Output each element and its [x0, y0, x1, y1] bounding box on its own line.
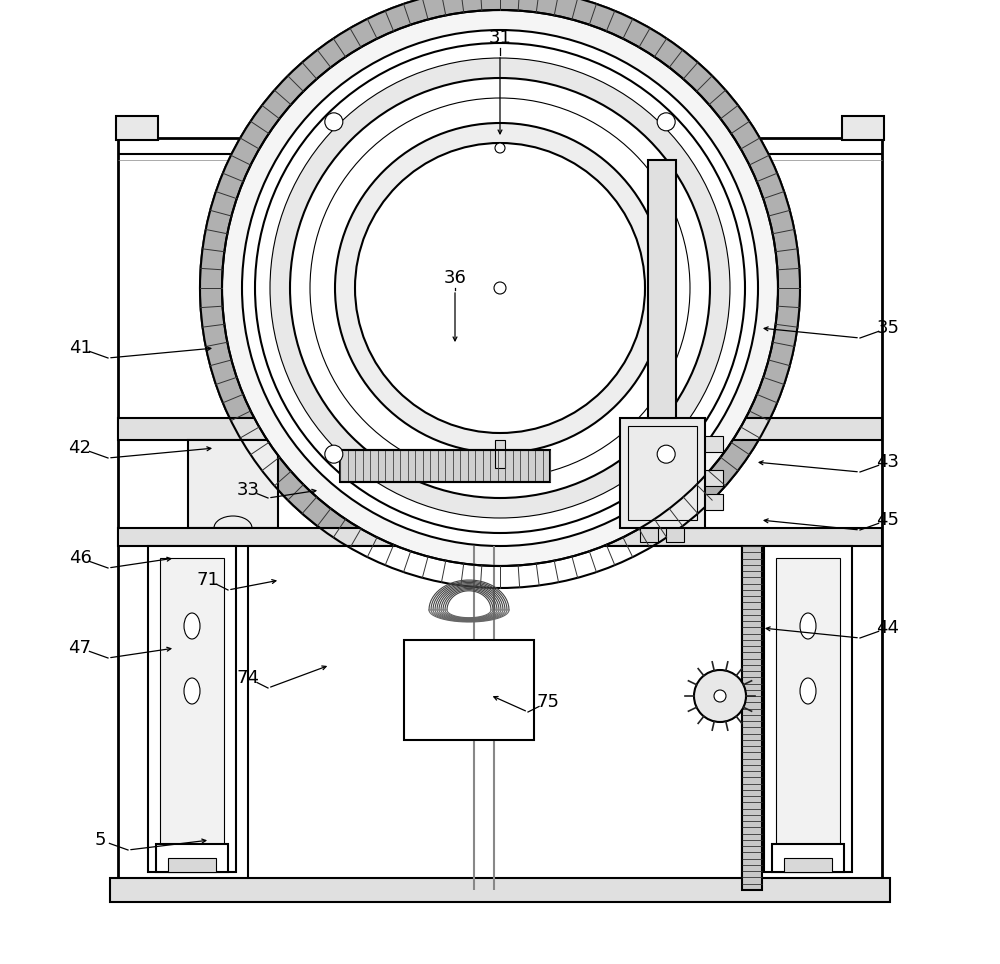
Ellipse shape [184, 678, 200, 704]
Text: 33: 33 [237, 481, 260, 499]
Circle shape [255, 43, 745, 533]
Bar [742, 546, 762, 890]
Bar [156, 844, 228, 872]
Bar [110, 878, 890, 902]
Bar [842, 116, 884, 140]
Text: 31: 31 [489, 29, 511, 47]
Circle shape [694, 670, 746, 722]
Bar [784, 858, 832, 872]
Bar [118, 418, 882, 440]
Bar [160, 558, 224, 856]
Circle shape [310, 98, 690, 478]
Circle shape [270, 58, 730, 518]
Circle shape [657, 113, 675, 131]
Bar [640, 528, 658, 542]
Bar [118, 528, 882, 546]
Text: 47: 47 [68, 639, 92, 657]
Circle shape [242, 30, 758, 546]
Bar [188, 440, 278, 528]
Circle shape [355, 143, 645, 433]
Bar [776, 558, 840, 856]
Bar [666, 528, 684, 542]
Bar [116, 116, 158, 140]
Text: 75: 75 [536, 693, 560, 711]
Bar [772, 844, 844, 872]
Circle shape [325, 113, 343, 131]
Ellipse shape [800, 613, 816, 639]
Text: 45: 45 [876, 511, 900, 529]
Text: 44: 44 [876, 619, 900, 637]
Circle shape [335, 123, 665, 453]
Bar [764, 546, 852, 872]
Circle shape [200, 0, 800, 588]
Bar [495, 440, 505, 468]
Circle shape [325, 445, 343, 463]
Circle shape [290, 78, 710, 498]
Circle shape [222, 10, 778, 566]
Bar [168, 858, 216, 872]
Bar [148, 546, 236, 872]
Circle shape [714, 690, 726, 702]
Bar [404, 640, 534, 740]
Bar [448, 440, 516, 530]
Circle shape [495, 143, 505, 153]
Ellipse shape [800, 678, 816, 704]
Text: 42: 42 [68, 439, 92, 457]
Bar [118, 138, 882, 900]
Text: 74: 74 [237, 669, 260, 687]
Ellipse shape [184, 613, 200, 639]
Bar [648, 160, 676, 418]
Text: 71: 71 [197, 571, 219, 589]
Bar [628, 426, 697, 520]
Text: 43: 43 [876, 453, 900, 471]
Text: 46: 46 [69, 549, 91, 567]
Text: 36: 36 [444, 269, 466, 287]
Bar [620, 418, 705, 528]
Bar [705, 470, 723, 486]
Bar [705, 494, 723, 510]
Text: 41: 41 [69, 339, 91, 357]
Text: 5: 5 [94, 831, 106, 849]
Circle shape [494, 282, 506, 294]
Bar [248, 546, 742, 890]
Bar [340, 450, 550, 482]
Bar [705, 436, 723, 452]
Text: 35: 35 [876, 319, 900, 337]
Circle shape [657, 445, 675, 463]
